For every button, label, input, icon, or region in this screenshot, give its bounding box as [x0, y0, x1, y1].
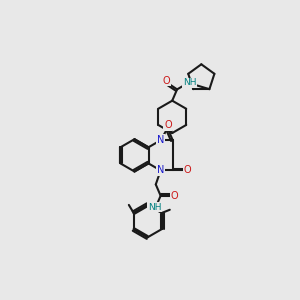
Text: NH: NH	[148, 202, 161, 211]
Text: N: N	[157, 135, 164, 145]
Text: O: O	[164, 121, 172, 130]
Text: O: O	[184, 165, 191, 176]
Text: N: N	[157, 165, 164, 176]
Text: O: O	[171, 191, 178, 201]
Text: NH: NH	[183, 78, 196, 87]
Text: O: O	[162, 76, 170, 85]
